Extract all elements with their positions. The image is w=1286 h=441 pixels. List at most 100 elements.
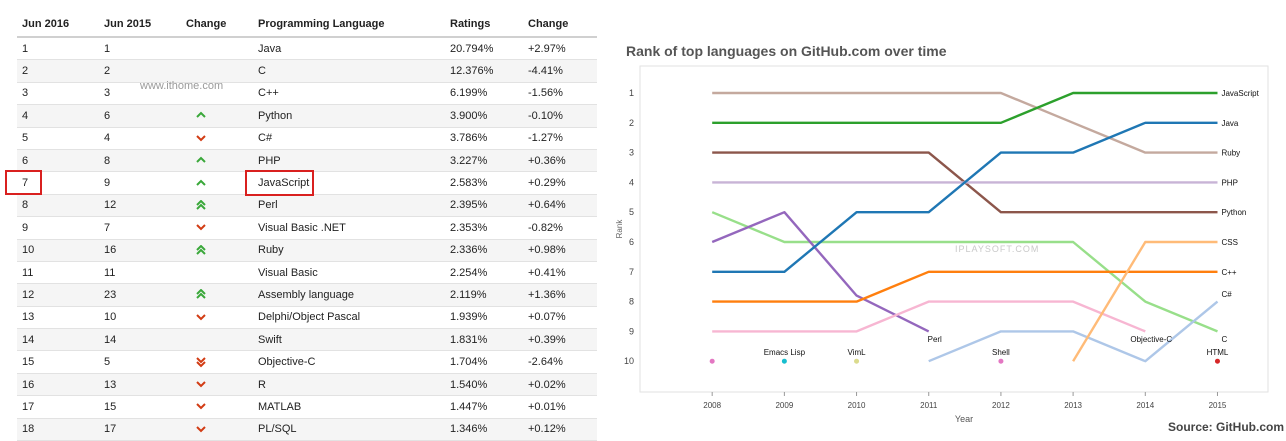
table-row: 4 6 Python 3.900% -0.10%	[17, 104, 597, 128]
data-point	[854, 358, 860, 364]
table-row: 9 7 Visual Basic .NET 2.353% -0.82%	[17, 216, 597, 240]
series-label: CSS	[1221, 238, 1237, 247]
rating-cell: 1.831%	[445, 328, 523, 352]
table-row: 11 11 Visual Basic 2.254% +0.41%	[17, 261, 597, 285]
x-tick-label: 2014	[1136, 401, 1154, 410]
chevron-down-icon	[196, 135, 206, 142]
series-label: C++	[1221, 268, 1236, 277]
rank-2016-cell: 18	[17, 418, 99, 441]
y-axis-label: Rank	[615, 219, 624, 239]
col-header-language[interactable]: Programming Language	[253, 12, 445, 38]
trend-cell	[181, 59, 253, 83]
chevron-up-icon	[196, 156, 206, 163]
table-row: 10 16 Ruby 2.336% +0.98%	[17, 239, 597, 262]
trend-cell	[181, 373, 253, 397]
rank-2016-cell: 5	[17, 127, 99, 150]
rating-cell: 1.540%	[445, 373, 523, 397]
rank-2015-cell: 2	[99, 59, 181, 83]
col-header-jun-2015[interactable]: Jun 2015	[99, 12, 181, 38]
trend-cell	[181, 127, 253, 150]
series-line-c-	[712, 270, 1218, 303]
table-header-row: Jun 2016 Jun 2015 Change Programming Lan…	[17, 12, 597, 38]
language-cell: R	[253, 373, 445, 397]
rank-2016-cell: 11	[17, 261, 99, 285]
rank-2015-cell: 14	[99, 328, 181, 352]
chevron-up-double-icon	[196, 289, 206, 300]
y-tick-label: 7	[629, 267, 634, 277]
rank-2015-cell: 4	[99, 127, 181, 150]
rank-2015-cell: 1	[99, 37, 181, 61]
table-row: 3 3 C++ 6.199% -1.56%	[17, 82, 597, 106]
table-row: 13 10 Delphi/Object Pascal 1.939% +0.07%	[17, 306, 597, 330]
y-tick-label: 2	[629, 118, 634, 128]
change-cell: -1.56%	[523, 82, 597, 106]
language-cell: Visual Basic	[253, 261, 445, 285]
series-label: Python	[1221, 208, 1246, 217]
highlight-box-rank	[5, 170, 42, 195]
rank-2015-cell: 7	[99, 216, 181, 240]
change-cell: +1.36%	[523, 283, 597, 307]
rating-cell: 1.939%	[445, 306, 523, 330]
col-header-change-arrow[interactable]: Change	[181, 12, 253, 38]
col-header-change[interactable]: Change	[523, 12, 597, 38]
trend-cell	[181, 171, 253, 195]
rank-2015-cell: 15	[99, 395, 181, 419]
col-header-jun-2016[interactable]: Jun 2016	[17, 12, 99, 38]
rank-2016-cell: 1	[17, 37, 99, 61]
language-cell: PHP	[253, 149, 445, 173]
series-label: Ruby	[1221, 149, 1240, 158]
rank-2016-cell: 17	[17, 395, 99, 419]
change-cell: +0.29%	[523, 171, 597, 195]
data-point	[1214, 358, 1220, 364]
chevron-up-icon	[196, 179, 206, 186]
rating-cell: 6.199%	[445, 82, 523, 106]
trend-cell	[181, 418, 253, 441]
col-header-ratings[interactable]: Ratings	[445, 12, 523, 38]
rank-2016-cell: 13	[17, 306, 99, 330]
rank-2016-cell: 3	[17, 82, 99, 106]
rank-2016-cell: 9	[17, 216, 99, 240]
table-row: 12 23 Assembly language 2.119% +1.36%	[17, 283, 597, 307]
y-tick-label: 1	[629, 88, 634, 98]
trend-cell	[181, 37, 253, 61]
series-label: Objective-C	[1130, 335, 1172, 344]
trend-cell	[181, 82, 253, 106]
rating-cell: 3.786%	[445, 127, 523, 150]
series-label: PHP	[1221, 178, 1237, 187]
series-line-shell	[928, 300, 1219, 363]
y-tick-label: 8	[629, 297, 634, 307]
rating-cell: 2.336%	[445, 239, 523, 262]
rank-2015-cell: 23	[99, 283, 181, 307]
language-cell: Visual Basic .NET	[253, 216, 445, 240]
chevron-up-double-icon	[196, 244, 206, 255]
rank-2016-cell: 12	[17, 283, 99, 307]
table-row: 6 8 PHP 3.227% +0.36%	[17, 149, 597, 173]
language-cell: Python	[253, 104, 445, 128]
chevron-down-icon	[196, 426, 206, 433]
tiobe-table-panel: Jun 2016 Jun 2015 Change Programming Lan…	[0, 0, 600, 441]
chevron-up-double-icon	[196, 199, 206, 210]
table-row: 15 5 Objective-C 1.704% -2.64%	[17, 350, 597, 374]
series-line-javascript	[712, 91, 1218, 125]
rating-cell: 3.227%	[445, 149, 523, 173]
language-cell: C	[253, 59, 445, 83]
change-cell: +0.39%	[523, 328, 597, 352]
chevron-up-icon	[196, 111, 206, 119]
y-tick-label: 3	[629, 148, 634, 158]
rank-2015-cell: 10	[99, 306, 181, 330]
language-cell: C#	[253, 127, 445, 150]
trend-cell	[181, 261, 253, 285]
x-tick-label: 2008	[703, 401, 721, 410]
language-cell: Java	[253, 37, 445, 61]
table-row: 2 2 C 12.376% -4.41%	[17, 59, 597, 83]
rank-2016-cell: 15	[17, 350, 99, 374]
rank-2015-cell: 8	[99, 149, 181, 173]
change-cell: -2.64%	[523, 350, 597, 374]
trend-cell	[181, 216, 253, 240]
trend-cell	[181, 328, 253, 352]
change-cell: -0.82%	[523, 216, 597, 240]
y-tick-label: 9	[629, 326, 634, 336]
github-rank-chart-panel: Rank of top languages on GitHub.com over…	[600, 0, 1286, 440]
table-row: 7 9 JavaScript 2.583% +0.29%	[17, 171, 597, 195]
rank-2015-cell: 12	[99, 194, 181, 218]
